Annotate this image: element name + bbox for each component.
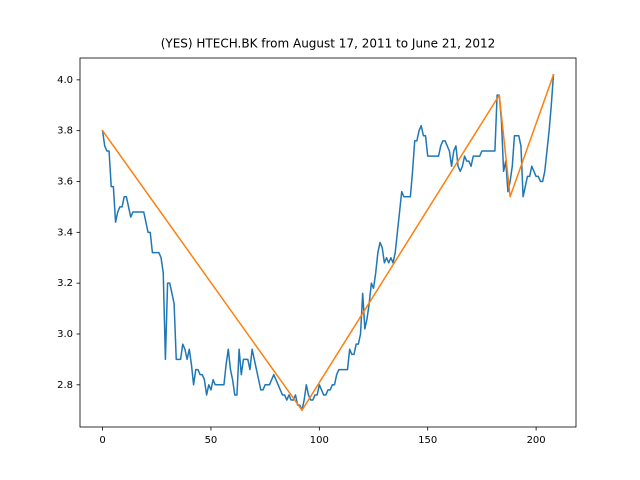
- y-tick-label: 3.0: [57, 329, 73, 340]
- x-tick-label: 150: [418, 435, 437, 446]
- plot-frame: [79, 57, 577, 428]
- x-tick-label: 200: [527, 435, 546, 446]
- x-tick-label: 50: [205, 435, 218, 446]
- y-tick-label: 3.4: [57, 227, 73, 238]
- series-line: [101, 73, 555, 411]
- x-tick-label: 0: [99, 435, 105, 446]
- y-tick-label: 3.6: [57, 177, 73, 188]
- x-tick-label: 100: [310, 435, 329, 446]
- y-tick-label: 2.8: [57, 380, 73, 391]
- series-line: [101, 73, 555, 411]
- y-tick-label: 3.8: [57, 126, 73, 137]
- y-tick-label: 4.0: [57, 75, 73, 86]
- y-tick-label: 3.2: [57, 278, 73, 289]
- chart-title: (YES) HTECH.BK from August 17, 2011 to J…: [161, 37, 496, 51]
